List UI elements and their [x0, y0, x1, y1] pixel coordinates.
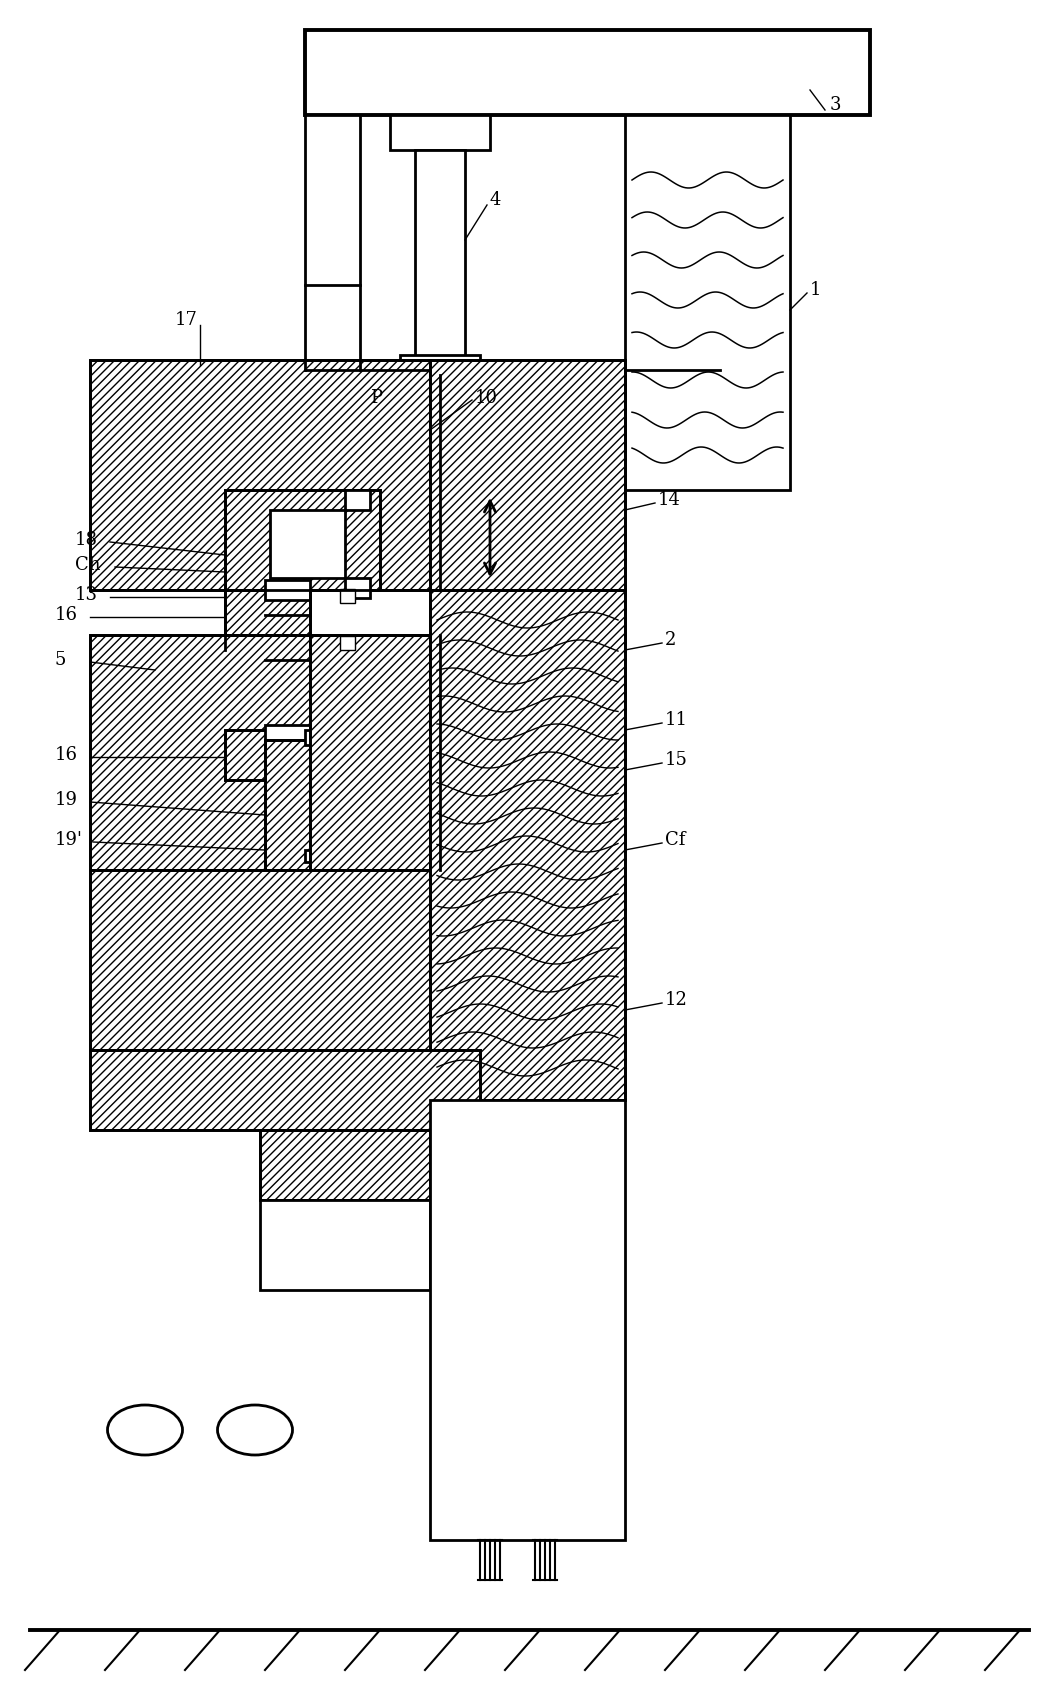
- Bar: [430, 1101, 625, 1540]
- Bar: [430, 360, 625, 590]
- Text: 13: 13: [75, 587, 98, 604]
- Text: 2: 2: [665, 631, 677, 650]
- Bar: [400, 354, 480, 375]
- Bar: [90, 1050, 480, 1130]
- Text: 10: 10: [475, 388, 498, 407]
- Bar: [305, 115, 360, 285]
- Bar: [340, 636, 355, 650]
- Bar: [225, 590, 310, 634]
- Bar: [305, 31, 870, 115]
- Bar: [430, 590, 625, 1101]
- Bar: [430, 590, 625, 1101]
- Bar: [90, 360, 430, 590]
- Text: 15: 15: [665, 751, 688, 768]
- Text: 14: 14: [658, 492, 681, 509]
- Bar: [265, 724, 310, 745]
- Bar: [415, 149, 465, 360]
- Text: 5: 5: [55, 651, 67, 668]
- Bar: [90, 634, 430, 870]
- Ellipse shape: [108, 1404, 182, 1455]
- Text: 12: 12: [665, 990, 688, 1009]
- Text: 16: 16: [55, 605, 78, 624]
- Bar: [720, 115, 785, 285]
- Text: 18: 18: [75, 531, 98, 550]
- Bar: [261, 1201, 430, 1291]
- Text: Cf: Cf: [665, 831, 685, 850]
- Bar: [625, 115, 790, 490]
- Text: 19': 19': [55, 831, 83, 850]
- Bar: [310, 634, 430, 870]
- Bar: [90, 1050, 480, 1130]
- Bar: [90, 360, 430, 590]
- Bar: [225, 590, 310, 634]
- Bar: [305, 850, 340, 862]
- Bar: [225, 490, 380, 590]
- Bar: [225, 729, 310, 780]
- Bar: [90, 870, 430, 1050]
- Bar: [261, 1130, 430, 1201]
- Text: 3: 3: [830, 97, 842, 114]
- Text: P: P: [370, 388, 382, 407]
- Bar: [225, 729, 310, 780]
- Text: 11: 11: [665, 711, 688, 729]
- Bar: [390, 115, 490, 149]
- Bar: [225, 490, 380, 590]
- Bar: [345, 578, 370, 599]
- Text: Ch: Ch: [75, 556, 101, 573]
- Bar: [340, 589, 355, 604]
- Bar: [430, 360, 625, 590]
- Bar: [265, 580, 310, 600]
- Bar: [310, 634, 430, 870]
- Bar: [305, 729, 340, 745]
- Bar: [90, 634, 430, 870]
- Bar: [265, 739, 380, 870]
- Bar: [270, 510, 345, 578]
- Text: 1: 1: [810, 282, 822, 298]
- Bar: [345, 490, 370, 510]
- Text: 19: 19: [55, 790, 78, 809]
- Text: 4: 4: [490, 192, 501, 209]
- Text: 16: 16: [55, 746, 78, 763]
- Bar: [90, 870, 430, 1050]
- Bar: [261, 1130, 430, 1201]
- Ellipse shape: [217, 1404, 292, 1455]
- Bar: [265, 739, 380, 870]
- Text: 17: 17: [175, 310, 198, 329]
